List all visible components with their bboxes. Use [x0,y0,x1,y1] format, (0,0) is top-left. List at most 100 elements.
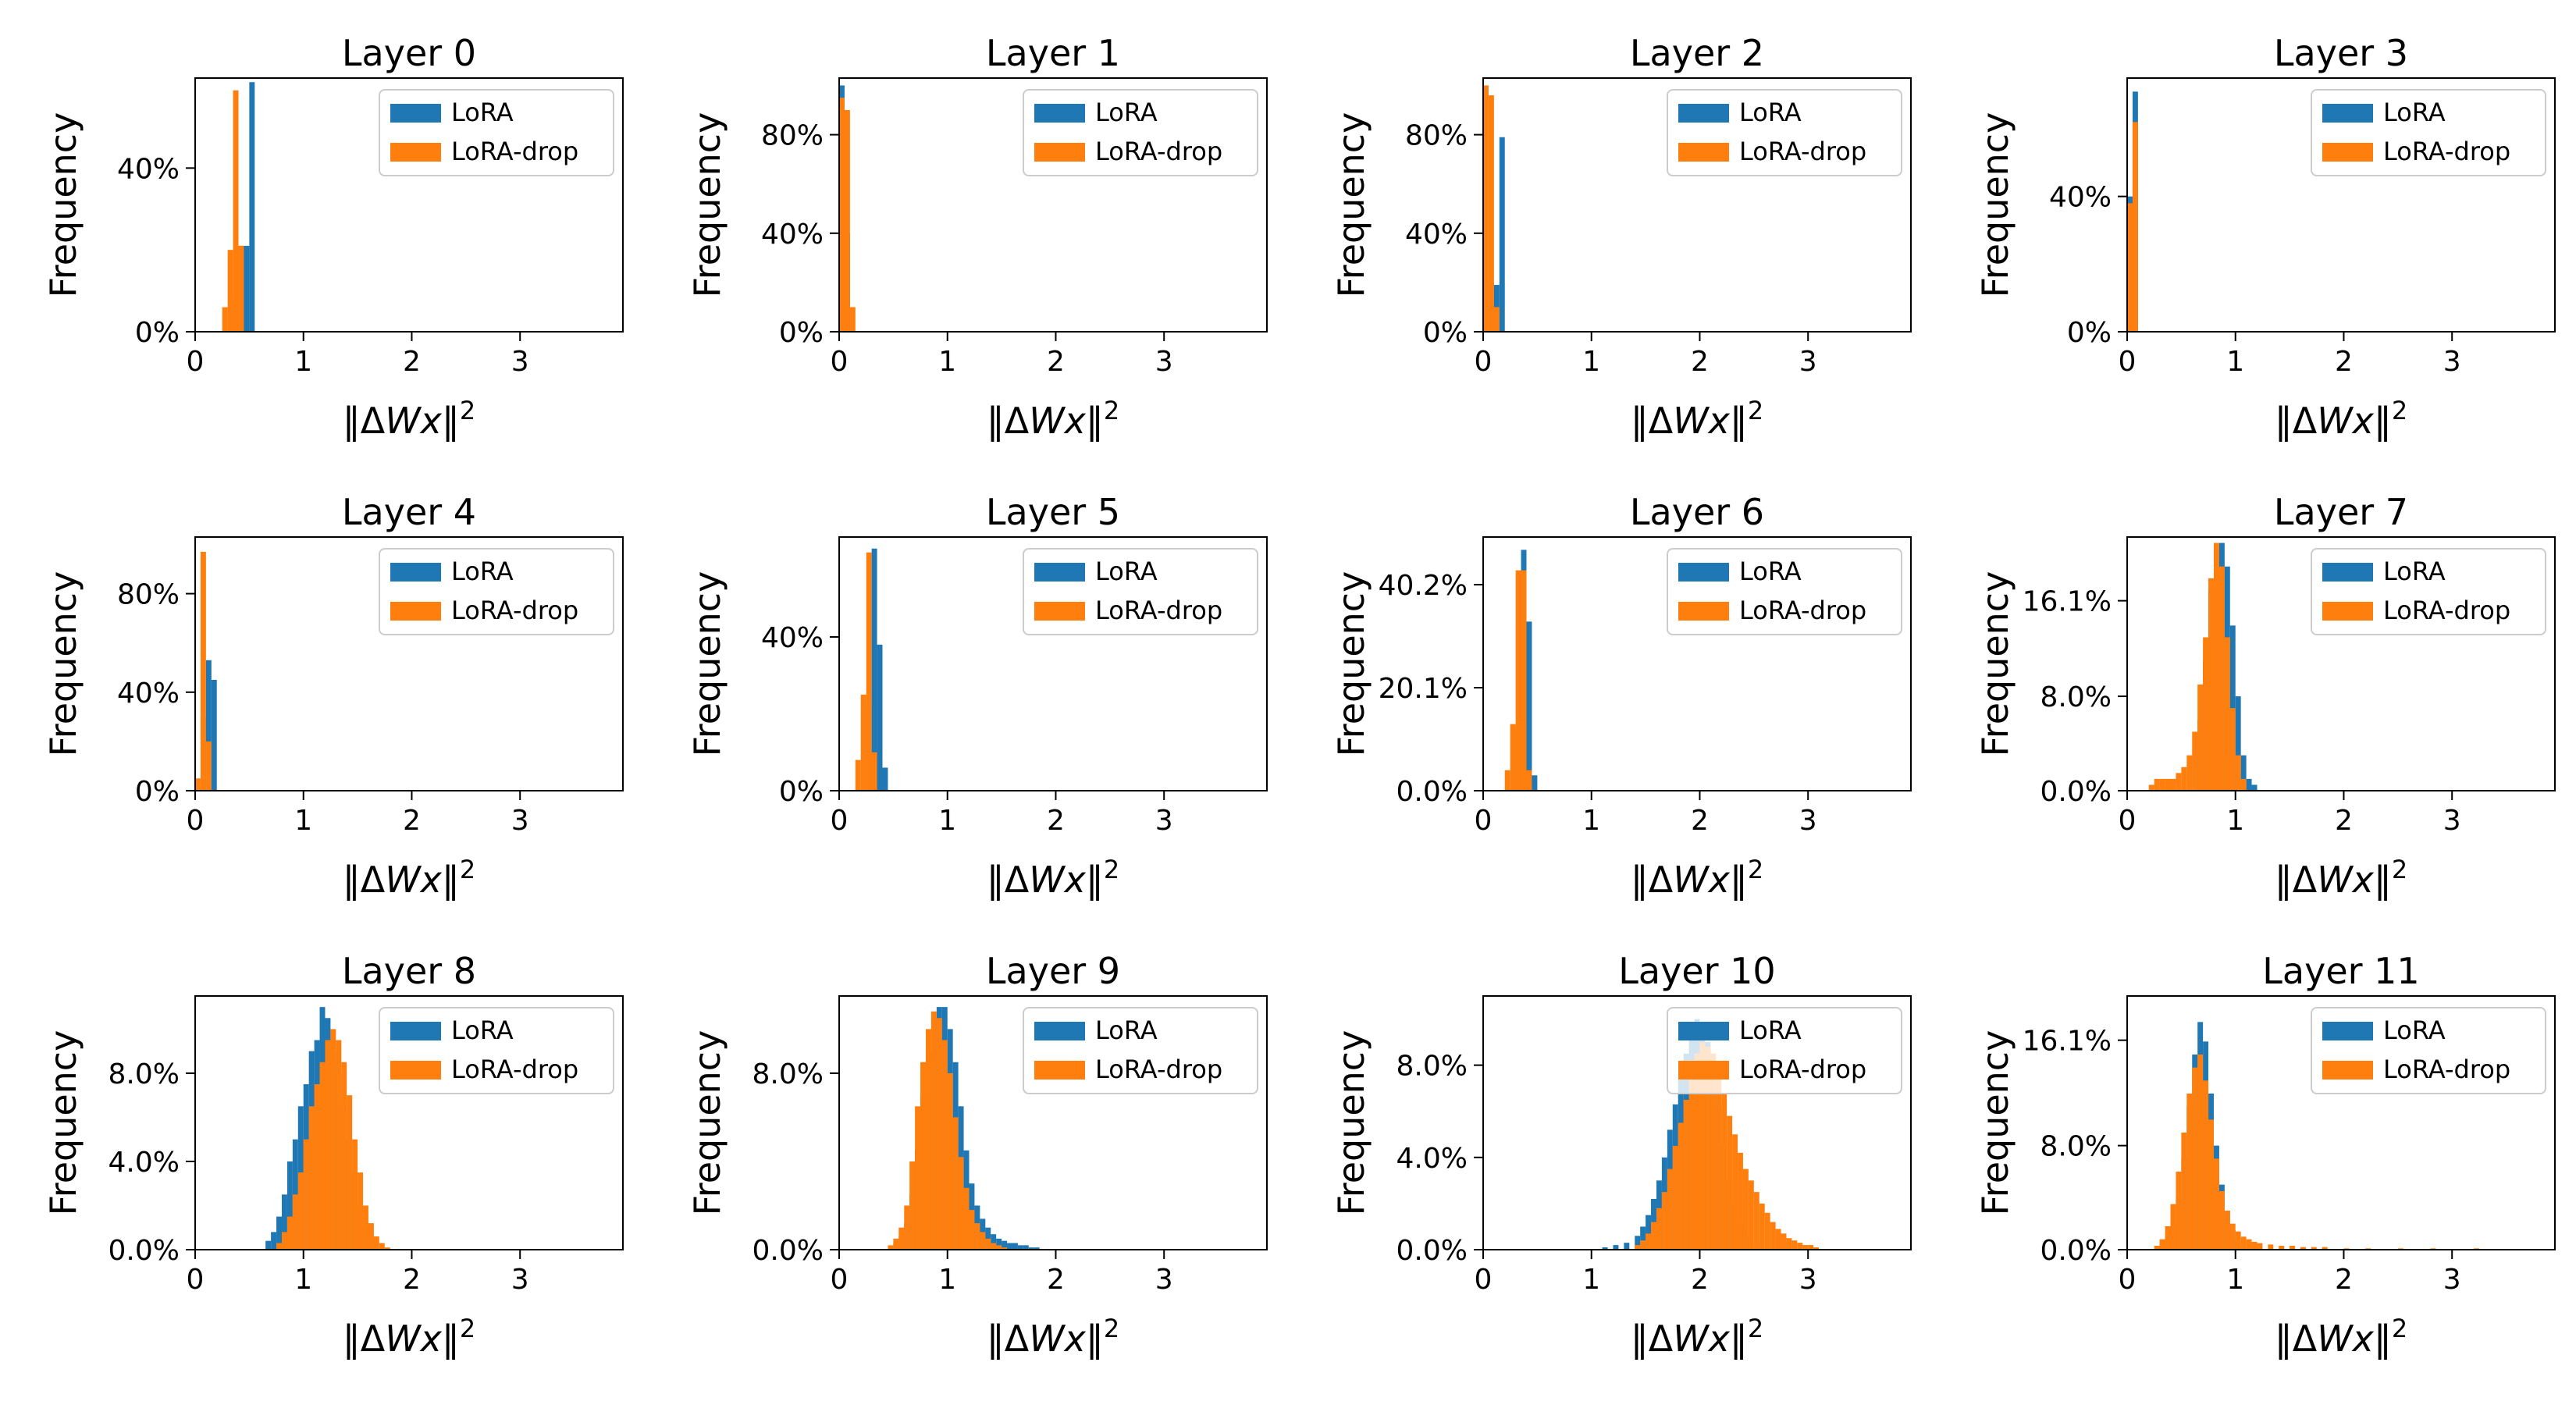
histogram-bar [871,548,877,791]
histogram-bar [205,660,212,791]
wx-variable: Wx [2317,1318,2374,1360]
x-tick-label: 1 [1582,1264,1600,1296]
legend-label-lora-drop: LoRA-drop [2383,137,2510,166]
norm-close: ‖ [2374,400,2392,443]
legend-label-lora-drop: LoRA-drop [1739,596,1866,625]
histogram-bar [2224,637,2230,791]
histogram-bar [930,1011,937,1250]
y-tick-label: 0% [135,776,180,808]
norm-open: ‖ [987,1318,1005,1361]
wx-variable: Wx [1029,859,1086,901]
norm-close: ‖ [2374,859,2392,902]
legend-swatch-lora-drop [2322,1061,2373,1080]
delta-symbol: Δ [1005,400,1030,442]
histogram-bar [1732,1134,1738,1250]
histogram-bar [980,1232,986,1250]
legend-label-lora-drop: LoRA-drop [451,596,578,625]
subplot-layer-3: 0 1 2 30%40%Layer 3Frequency‖ΔWx‖2LoRALoRA-… [1974,32,2556,443]
subplot-title: Layer 9 [986,950,1120,992]
axes-frame [838,995,1268,1250]
series-lora-drop [2127,122,2138,333]
histogram-bar [319,1062,326,1250]
exponent: 2 [1748,855,1763,884]
x-tick-label: 3 [1155,346,1173,378]
y-tick-label: 4.0% [109,1147,180,1179]
norm-close: ‖ [1730,1318,1748,1361]
legend-swatch-lora-drop [1678,1061,1729,1080]
delta-symbol: Δ [1649,859,1674,901]
legend: LoRA LoRA-drop [1667,1007,1902,1094]
x-tick-label: 3 [2443,346,2461,378]
subplot-layer-1: 0 1 2 30%40%80%Layer 1Frequency‖ΔWx‖2LoRALo… [686,32,1268,443]
legend: LoRA LoRA-drop [1667,548,1902,635]
legend-label-lora: LoRA [451,98,514,127]
histogram-bar [1753,1192,1759,1250]
histogram-bar [1770,1222,1776,1250]
histogram-bar [1510,724,1516,791]
histogram-bar [2197,684,2204,791]
histogram-bar [233,90,239,333]
histogram-bar [882,767,888,791]
wx-variable: Wx [1029,400,1086,442]
norm-close: ‖ [1086,400,1104,443]
histogram-bar [1683,1099,1689,1250]
histogram-bar [1661,1192,1667,1250]
histogram-bar [352,1139,358,1250]
subplot-title: Layer 4 [342,491,476,533]
norm-open: ‖ [1631,1318,1649,1361]
x-tick-label: 2 [1691,1264,1709,1296]
legend-swatch-lora-drop [2322,602,2373,621]
legend-label-lora-drop: LoRA-drop [1739,137,1866,166]
legend-swatch-lora-drop [1034,602,1085,621]
histogram-bar [2224,1211,2230,1250]
y-tick-label: 40% [761,219,824,251]
legend: LoRA LoRA-drop [1023,548,1258,635]
histogram-bar [2322,1247,2328,1250]
histogram-bar [1635,1245,1641,1250]
histogram-bar [2300,1247,2306,1250]
histogram-bar [2176,1172,2182,1250]
histogram-bar [2290,1246,2296,1250]
histogram-bar [2235,1231,2241,1250]
subplot-title: Layer 11 [2262,950,2419,992]
axes-frame [2126,995,2556,1250]
histogram-bar [2181,767,2187,791]
x-tick-label: 1 [938,1264,956,1296]
histogram-bar [1808,1245,1814,1250]
x-tick-label: 1 [294,805,312,837]
y-axis-label: Frequency [686,1030,728,1216]
legend-label-lora: LoRA [1739,98,1802,127]
histogram-bar [211,680,217,791]
histogram-bar [1764,1212,1770,1250]
norm-close: ‖ [442,859,460,902]
histogram-bar [303,1139,309,1250]
histogram-bar [1007,1243,1012,1250]
histogram-bar [2268,1244,2274,1250]
subplot-layer-4: 0 1 2 30%40%80%Layer 4Frequency‖ΔWx‖2LoRALo… [42,491,624,902]
y-tick-label: 0% [779,317,824,349]
histogram-bar [1488,95,1494,333]
histogram-bar [276,1216,282,1250]
histogram-bar [2235,696,2241,791]
x-tick-label: 2 [1047,1264,1065,1296]
legend-swatch-lora-drop [390,602,441,621]
x-tick-label: 0 [187,1264,205,1296]
histogram-bar [1672,1146,1678,1250]
histogram-bar [1012,1243,1018,1250]
histogram-bar [271,1232,277,1250]
histogram-bar [991,1243,997,1250]
histogram-bar [1017,1245,1023,1250]
exponent: 2 [1104,396,1119,425]
histogram-bar [2240,755,2247,791]
x-tick-label: 0 [831,805,849,837]
delta-symbol: Δ [1005,859,1030,901]
exponent: 2 [2392,855,2407,884]
legend-swatch-lora [390,563,441,582]
x-tick-label: 0 [187,805,205,837]
histogram-bar [1651,1222,1656,1250]
x-tick-label: 3 [1799,346,1817,378]
y-tick-label: 0% [135,317,180,349]
histogram-bar [1515,570,1521,791]
x-tick-label: 1 [1582,805,1600,837]
axes-frame [1482,536,1912,791]
